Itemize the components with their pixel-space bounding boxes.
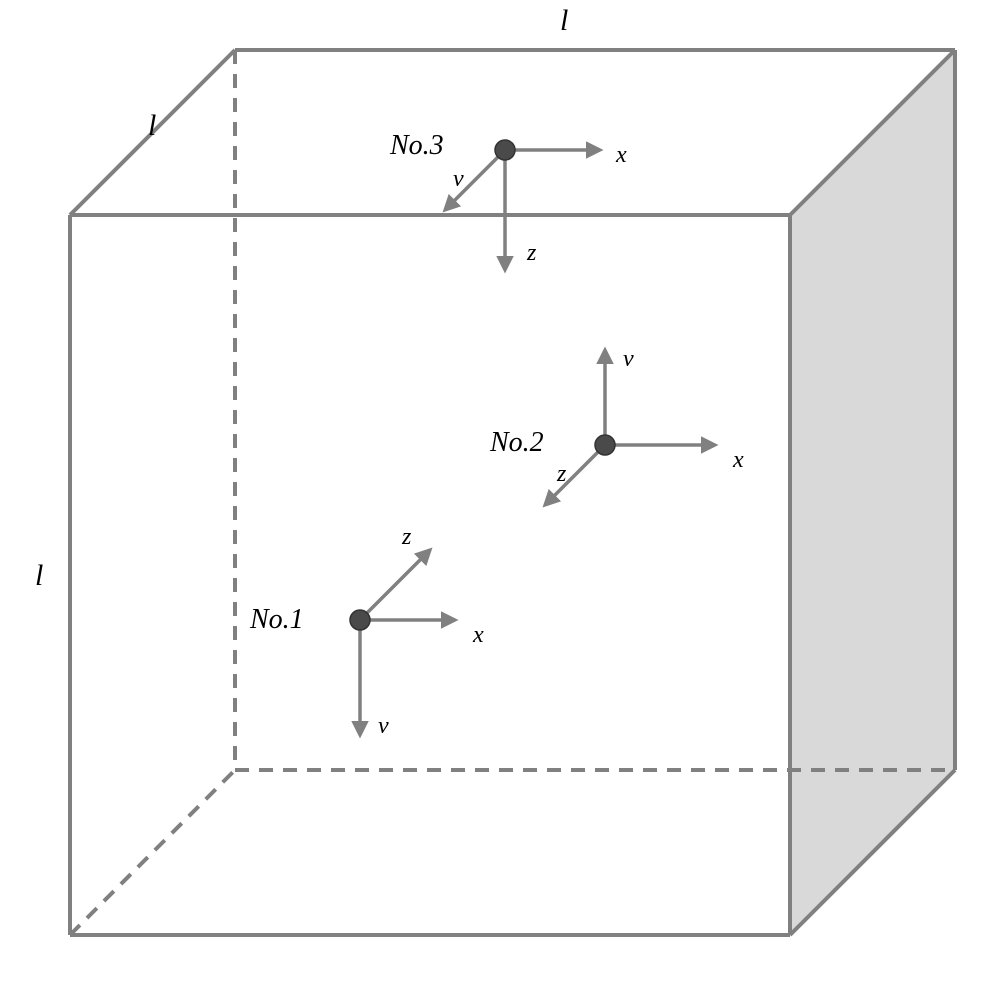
dim-label-top_right: l [560, 4, 568, 37]
axis-label-z: z [401, 524, 412, 550]
node-dot [350, 610, 370, 630]
node-No.3: x v z No.3 [389, 130, 627, 270]
node-No.1: x z v No.1 [249, 524, 484, 739]
axis-label-x: x [732, 447, 744, 473]
cube-edge-hidden [70, 770, 235, 935]
node-dot [495, 140, 515, 160]
axis-z [545, 445, 605, 505]
node-No.2: x v z No.2 [489, 346, 744, 505]
node-label: No.1 [249, 604, 304, 635]
axis-label-v: v [623, 346, 634, 372]
node-dot [595, 435, 615, 455]
axis-label-z: z [526, 240, 537, 266]
axis-label-x: x [615, 142, 627, 168]
axis-label-v: v [453, 166, 464, 192]
axis-label-x: x [472, 622, 484, 648]
node-label: No.2 [489, 427, 544, 458]
axis-label-z: z [556, 461, 567, 487]
dim-label-left_side: l [35, 559, 43, 592]
dim-label-top_left: l [148, 109, 156, 142]
cube-right-face [790, 50, 955, 935]
axis-label-v: v [378, 713, 389, 739]
axis-z [360, 550, 430, 620]
node-label: No.3 [389, 130, 444, 161]
cube-diagram: l l l x z v No.1 x v z No.2 x v z No.3 [0, 0, 984, 1000]
